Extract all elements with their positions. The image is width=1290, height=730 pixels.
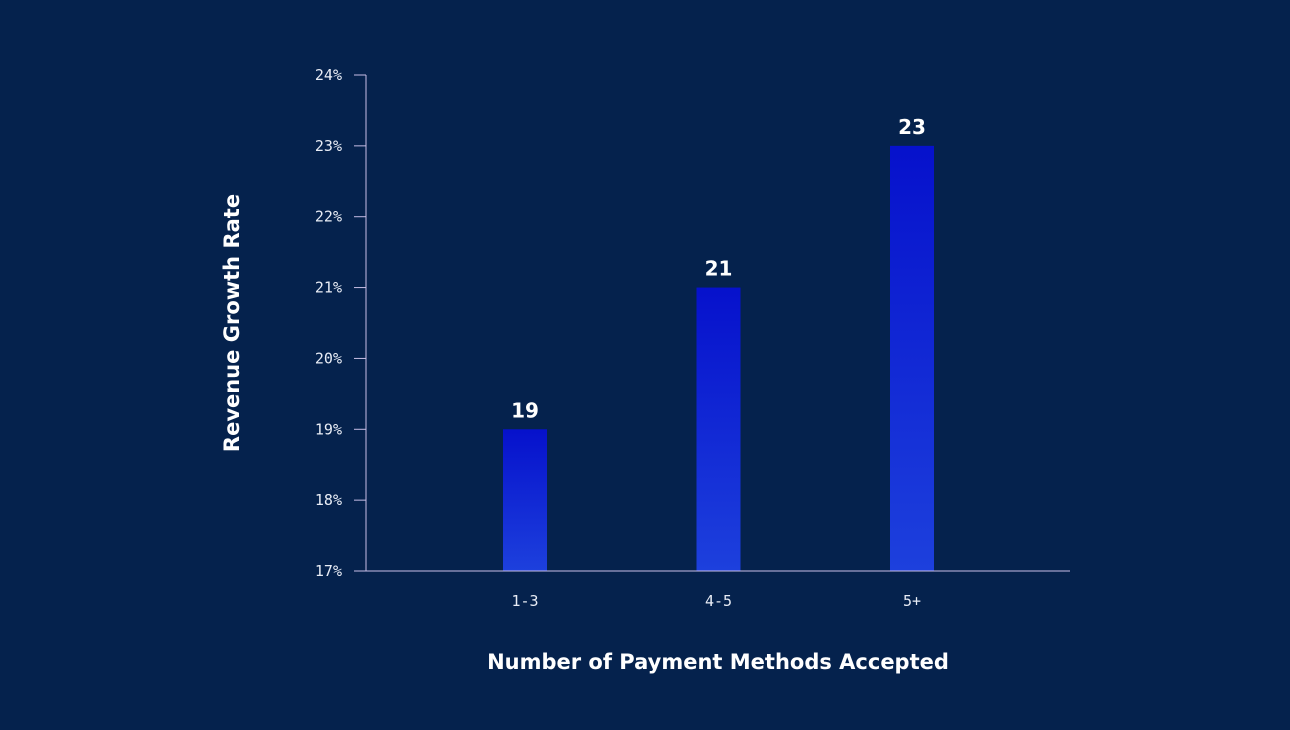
bar-value-label: 21 xyxy=(705,257,733,281)
y-tick-label: 24% xyxy=(315,66,342,84)
y-tick-label: 21% xyxy=(315,279,342,297)
x-tick-label: 5+ xyxy=(903,592,921,610)
x-axis-title: Number of Payment Methods Accepted xyxy=(487,650,949,674)
bar-5- xyxy=(890,145,934,571)
bar-1-3 xyxy=(503,429,547,571)
y-tick-label: 18% xyxy=(315,491,342,509)
x-tick-label: 4-5 xyxy=(705,592,732,610)
y-axis-title: Revenue Growth Rate xyxy=(220,194,244,452)
y-tick-label: 19% xyxy=(315,420,342,438)
y-tick-label: 20% xyxy=(315,349,342,367)
bar-value-label: 19 xyxy=(511,398,539,422)
y-tick-label: 23% xyxy=(315,137,342,155)
x-axis-ticks: 1-3 4-5 5+ xyxy=(511,592,921,610)
data-labels: 19 21 23 xyxy=(511,115,926,422)
bar-4-5 xyxy=(696,287,741,571)
x-tick-label: 1-3 xyxy=(511,592,538,610)
bars xyxy=(503,145,934,571)
bar-value-label: 23 xyxy=(898,115,926,139)
y-tick-label: 22% xyxy=(315,208,342,226)
y-tick-label: 17% xyxy=(315,562,342,580)
y-axis-ticks: 17% 18% 19% 20% 21% 22% 23% 24% xyxy=(315,66,366,580)
